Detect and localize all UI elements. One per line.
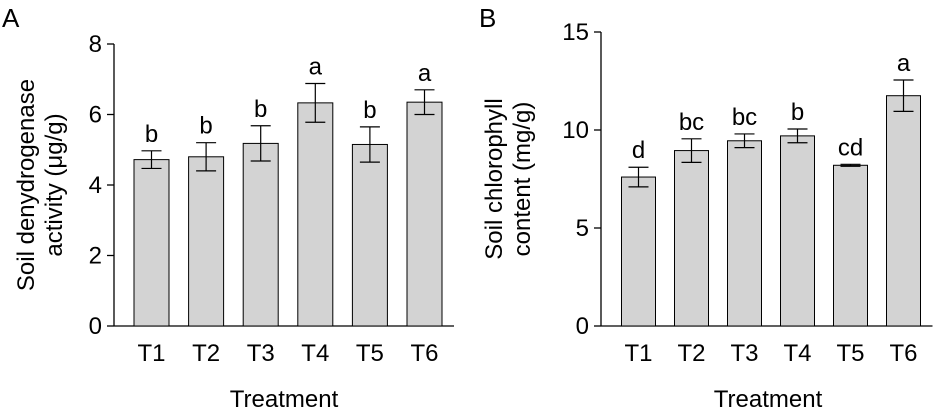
x-tick-label: T2 [192,340,220,367]
bar-t1 [621,176,656,327]
bar-t5 [351,143,388,327]
significance-label: a [309,53,323,80]
x-tick-label: T5 [836,340,864,367]
y-tick-label: 0 [576,313,589,340]
x-tick-label: T5 [356,340,384,367]
significance-label: cd [838,134,863,161]
significance-label: a [418,60,432,87]
chart-panel-b: B 0 5 10 15 d T1 bc T2 bc T3 b T4 cd T5 a T6 Treatment Soi… [479,3,933,413]
x-tick-label: T4 [783,340,811,367]
bar-t5 [833,164,868,327]
bar-t2 [674,150,709,327]
panel-label: B [479,3,496,33]
significance-label: bc [732,104,757,131]
y-tick-label: 0 [89,313,102,340]
x-tick-label: T3 [730,340,758,367]
significance-label: b [791,99,804,126]
y-axis-title-line-1: Soil chlorophyll [481,98,508,259]
panel-label: A [2,3,20,33]
x-axis-title: Treatment [714,386,823,413]
y-axis-title-line-1: Soil denydrogenase [13,79,40,291]
significance-label: b [254,96,267,123]
bar-t3 [242,142,279,327]
significance-label: b [145,121,158,148]
y-axis-title-line-2: activity (μg/g) [41,113,68,256]
y-tick-label: 15 [562,19,589,46]
chart-panel-a: A 0 2 4 6 8 b T1 b T2 b T3 a T4 b T5 a T6 Treatment Soil de… [2,3,454,413]
y-tick-label: 8 [89,31,102,58]
y-tick-label: 4 [89,172,102,199]
y-tick-label: 5 [576,215,589,242]
significance-label: a [897,50,911,77]
y-tick-label: 6 [89,102,102,129]
x-tick-label: T1 [137,340,165,367]
y-tick-label: 10 [562,117,589,144]
bar-t6 [886,95,921,327]
significance-label: bc [679,109,704,136]
y-tick-label: 2 [89,243,102,270]
x-tick-label: T2 [677,340,705,367]
bar-t2 [188,156,225,327]
y-axis-title-line-2: content (mg/g) [509,102,536,257]
x-axis-title: Treatment [230,386,339,413]
bar-t3 [727,140,762,327]
bar-t4 [297,102,334,327]
significance-label: b [363,97,376,124]
x-tick-label: T6 [889,340,917,367]
significance-label: d [632,137,645,164]
bar-t6 [406,101,443,327]
bar-t4 [780,135,815,327]
x-tick-label: T3 [247,340,275,367]
x-tick-label: T4 [301,340,329,367]
significance-label: b [199,113,212,140]
bar-t1 [133,159,170,327]
x-tick-label: T6 [410,340,438,367]
x-tick-label: T1 [624,340,652,367]
